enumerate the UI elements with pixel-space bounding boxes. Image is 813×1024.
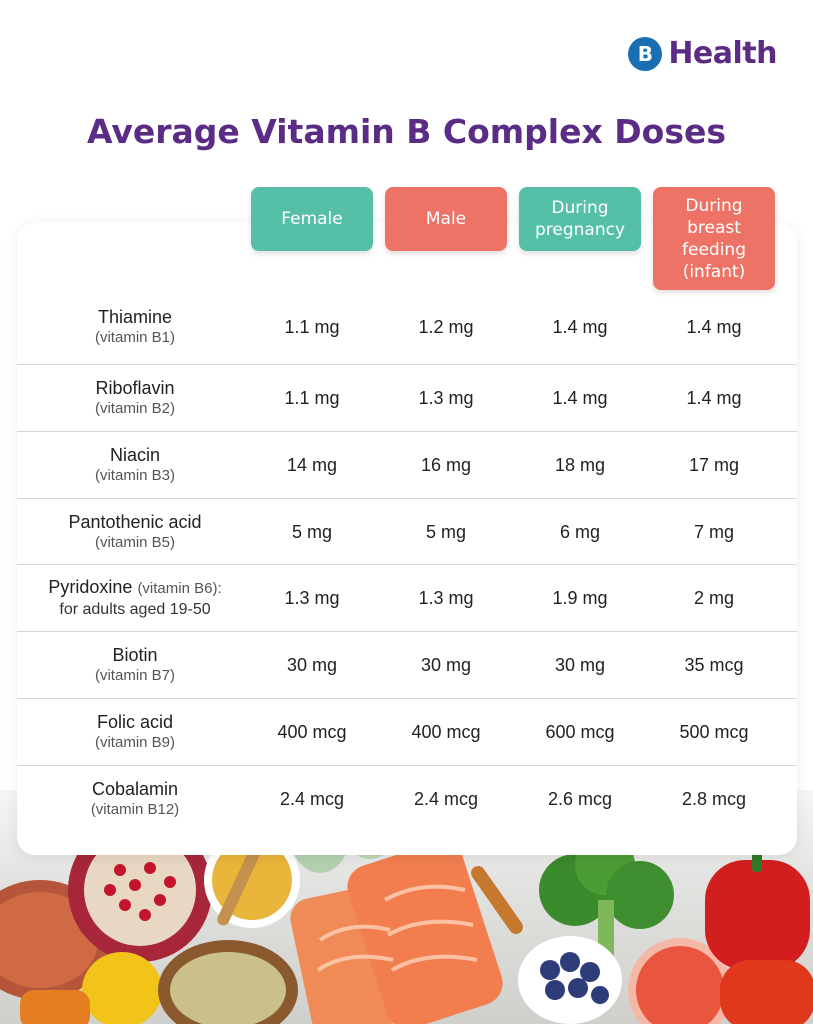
dose-value: 6 mg — [559, 521, 601, 542]
dose-value: 1.3 mg — [418, 387, 474, 408]
dose-value: 1.4 mg — [552, 316, 608, 337]
dose-value: 7 mg — [693, 521, 735, 542]
dose-table-card — [17, 223, 797, 855]
vitamin-label: Pantothenic acid (vitamin B5) — [17, 499, 253, 565]
table-row: Riboflavin (vitamin B2) 1.1 mg 1.3 mg 1.4 mg… — [17, 364, 797, 431]
dose-value: 30 mg — [554, 654, 606, 675]
vitamin-name-text: Thiamine — [97, 307, 173, 327]
dose-value: 16 mg — [420, 454, 472, 475]
dose-value: 600 mcg — [545, 721, 615, 742]
vitamin-name-text: Pyridoxine — [48, 576, 133, 597]
dose-value: 500 mcg — [679, 721, 749, 742]
vitamin-name: Cobalamin — [92, 778, 178, 800]
column-header-pregnancy: During pregnancy — [519, 187, 641, 251]
vitamin-label: Cobalamin (vitamin B12) — [17, 766, 253, 832]
table-row: Pantothenic acid (vitamin B5) 5 mg 5 mg 6 mg… — [17, 498, 797, 565]
dose-value: 35 mcg — [684, 654, 744, 675]
vitamin-code: (vitamin B1) — [94, 329, 176, 346]
dose-value: 1.1 mg — [284, 316, 340, 337]
vitamin-name: Pyridoxine (vitamin B6): — [48, 576, 221, 599]
vitamin-name-text: Biotin — [112, 645, 158, 665]
dose-value: 14 mg — [286, 454, 338, 475]
vitamin-label: Riboflavin (vitamin B2) — [17, 365, 253, 431]
vitamin-name-text: Niacin — [109, 445, 161, 465]
table-row: Cobalamin (vitamin B12) 2.4 mcg 2.4 mcg 2.6 … — [17, 765, 797, 832]
column-header-female: Female — [251, 187, 373, 251]
dose-value: 30 mg — [420, 654, 472, 675]
dose-value: 1.3 mg — [418, 587, 474, 608]
dose-value: 1.4 mg — [686, 387, 742, 408]
vitamin-code: (vitamin B9) — [94, 734, 176, 751]
vitamin-code: (vitamin B3) — [94, 467, 176, 484]
vitamin-label: Biotin (vitamin B7) — [17, 632, 253, 698]
vitamin-name-text: Folic acid — [96, 712, 174, 732]
dose-value: 5 mg — [291, 521, 333, 542]
dose-value: 2.4 mcg — [279, 788, 345, 809]
vitamin-note: for adults aged 19-50 — [59, 600, 211, 618]
table-row: Biotin (vitamin B7) 30 mg 30 mg 30 mg 35 mcg — [17, 631, 797, 698]
dose-value: 1.3 mg — [284, 587, 340, 608]
brand-logo-icon: B — [628, 36, 663, 71]
vitamin-label: Folic acid (vitamin B9) — [17, 699, 253, 765]
dose-value: 17 mg — [688, 454, 740, 475]
vitamin-code: (vitamin B6): — [137, 579, 222, 597]
brand-name: Health — [668, 36, 777, 71]
vitamin-code: (vitamin B12) — [90, 801, 180, 818]
dose-value: 2.8 mcg — [681, 788, 747, 809]
table-row: Thiamine (vitamin B1) 1.1 mg 1.2 mg 1.4 mg 1.… — [17, 290, 797, 364]
vitamin-name-text: Riboflavin — [95, 378, 175, 398]
vitamin-label: Thiamine (vitamin B1) — [17, 290, 253, 364]
dose-value: 1.4 mg — [686, 316, 742, 337]
column-header-breastfeeding: During breast feeding (infant) — [653, 187, 775, 290]
vitamin-name: Thiamine — [98, 306, 172, 328]
vitamin-code: (vitamin B7) — [94, 667, 176, 684]
dose-value: 1.1 mg — [284, 387, 340, 408]
dose-value: 400 mcg — [277, 721, 347, 742]
table-row: Folic acid (vitamin B9) 400 mcg 400 mcg 600 … — [17, 698, 797, 765]
page-title: Average Vitamin B Complex Doses — [86, 112, 727, 151]
vitamin-name-text: Cobalamin — [91, 779, 179, 799]
vitamin-code: (vitamin B5) — [94, 534, 176, 551]
dose-value: 400 mcg — [411, 721, 481, 742]
dose-value: 5 mg — [425, 521, 467, 542]
dose-value: 18 mg — [554, 454, 606, 475]
table-row: Niacin (vitamin B3) 14 mg 16 mg 18 mg 17 mg — [17, 431, 797, 498]
dose-value: 2.6 mcg — [547, 788, 613, 809]
vitamin-code: (vitamin B2) — [94, 400, 176, 417]
dose-value: 30 mg — [286, 654, 338, 675]
dose-value: 1.4 mg — [552, 387, 608, 408]
table-row: Pyridoxine (vitamin B6): for adults aged … — [17, 564, 797, 631]
vitamin-name: Biotin — [112, 644, 157, 666]
vitamin-name-text: Pantothenic acid — [68, 512, 202, 532]
dose-value: 1.2 mg — [418, 316, 474, 337]
dose-value: 2.4 mcg — [413, 788, 479, 809]
vitamin-name: Riboflavin — [95, 377, 174, 399]
vitamin-label: Niacin (vitamin B3) — [17, 432, 253, 498]
dose-value: 2 mg — [693, 587, 735, 608]
vitamin-label: Pyridoxine (vitamin B6): for adults aged … — [17, 565, 253, 631]
vitamin-name: Pantothenic acid — [68, 511, 201, 533]
vitamin-name: Folic acid — [97, 711, 173, 733]
vitamin-name: Niacin — [110, 444, 160, 466]
brand-logo: B Health — [628, 36, 777, 71]
dose-value: 1.9 mg — [552, 587, 608, 608]
column-header-male: Male — [385, 187, 507, 251]
